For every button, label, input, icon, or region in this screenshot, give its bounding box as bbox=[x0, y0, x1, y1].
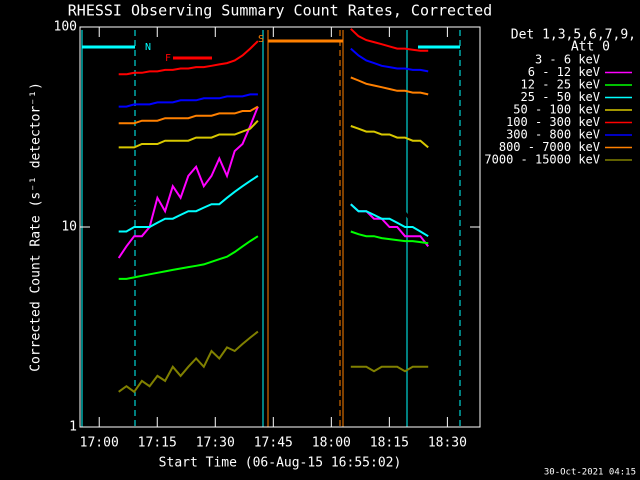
legend-label: 3 - 6 keV bbox=[535, 53, 600, 67]
legend-label: 100 - 300 keV bbox=[506, 115, 600, 129]
annotation: F bbox=[165, 53, 171, 64]
x-tick-label: 17:45 bbox=[254, 436, 293, 451]
legend-title: Det 1,3,5,6,7,9, bbox=[511, 28, 636, 43]
series-line bbox=[118, 230, 429, 280]
y-tick-label: 10 bbox=[61, 220, 77, 235]
footer: 30-Oct-2021 04:15 bbox=[544, 468, 636, 478]
series-line bbox=[118, 120, 429, 149]
y-tick-label: 100 bbox=[54, 20, 77, 35]
legend-label: 7000 - 15000 keV bbox=[484, 153, 600, 167]
legend-label: 50 - 100 keV bbox=[513, 103, 600, 117]
series-line bbox=[118, 175, 429, 238]
series-line bbox=[118, 330, 429, 394]
x-tick-label: 17:15 bbox=[138, 436, 177, 451]
x-tick-label: 18:00 bbox=[312, 436, 351, 451]
legend-title: Att 0 bbox=[571, 40, 610, 55]
series-line bbox=[118, 28, 429, 76]
legend-label: 800 - 7000 keV bbox=[499, 140, 600, 154]
legend-label: 12 - 25 keV bbox=[521, 78, 600, 92]
annotation: S bbox=[258, 34, 264, 45]
x-tick-label: 17:30 bbox=[196, 436, 235, 451]
chart-title: RHESSI Observing Summary Count Rates, Co… bbox=[68, 2, 492, 20]
legend-label: 25 - 50 keV bbox=[521, 90, 600, 104]
annotation: N bbox=[145, 42, 151, 53]
x-tick-label: 18:30 bbox=[428, 436, 467, 451]
x-tick-label: 18:15 bbox=[370, 436, 409, 451]
y-axis-label: Corrected Count Rate (s⁻¹ detector⁻¹) bbox=[29, 82, 44, 372]
series-line bbox=[117, 106, 429, 259]
series-line bbox=[118, 76, 429, 125]
y-tick-label: 1 bbox=[69, 420, 77, 435]
x-tick-label: 17:00 bbox=[80, 436, 119, 451]
series-line bbox=[118, 106, 429, 238]
series-line bbox=[118, 47, 429, 108]
flags bbox=[81, 30, 461, 427]
legend-label: 300 - 800 keV bbox=[506, 128, 600, 142]
x-axis-label: Start Time (06-Aug-15 16:55:02) bbox=[159, 456, 402, 471]
legend-label: 6 - 12 keV bbox=[528, 65, 600, 79]
